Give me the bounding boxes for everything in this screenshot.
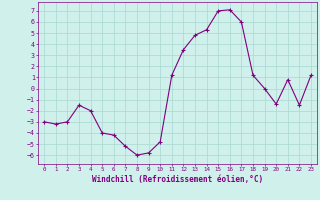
X-axis label: Windchill (Refroidissement éolien,°C): Windchill (Refroidissement éolien,°C) — [92, 175, 263, 184]
